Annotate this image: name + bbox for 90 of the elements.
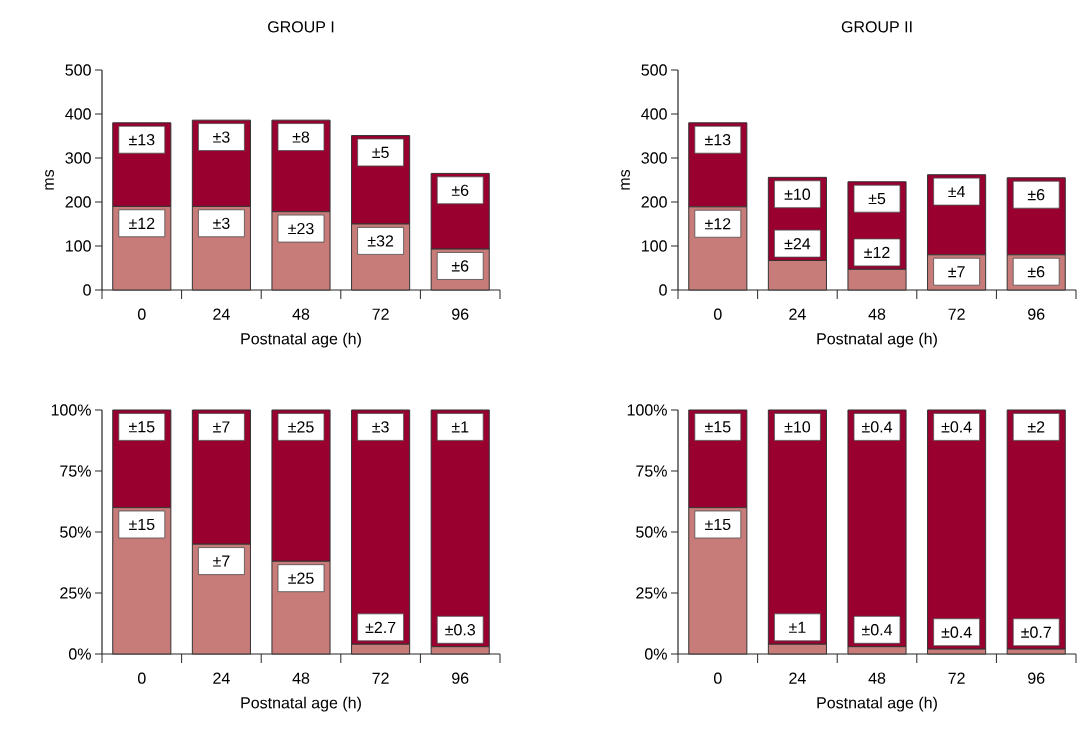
x-axis-title: Postnatal age (h) [241,332,361,348]
x-tick-label: 24 [789,672,806,684]
y-tick-label: 50% [636,526,667,538]
x-tick-label: 48 [868,308,886,320]
annotation: ±13 [705,134,731,146]
annotation: ±2 [1027,421,1045,433]
x-tick-label: 0 [713,308,722,320]
annotation: ±24 [784,238,811,250]
annotation: ±25 [288,421,314,433]
x-axis-title: Postnatal age (h) [817,696,937,712]
annotation: ±10 [784,188,811,200]
y-tick-label: 0 [83,284,91,296]
annotation: ±15 [705,421,731,433]
annotation: ±1 [451,421,469,433]
y-tick-label: 50% [60,526,91,538]
annotation: ±4 [948,186,965,198]
x-tick-label: 0 [137,672,146,684]
annotation: ±0.4 [862,624,893,636]
y-tick-label: 400 [65,108,91,120]
x-tick-label: 96 [1028,308,1045,320]
y-tick-label: 200 [65,196,91,208]
x-tick-label: 72 [948,672,965,684]
y-tick-label: 500 [641,64,667,76]
annotation: ±32 [367,235,394,247]
x-tick-label: 96 [452,672,469,684]
annotation: ±5 [868,193,886,205]
annotation: ±12 [705,218,731,230]
y-axis-title: ms [45,169,54,190]
y-tick-label: 500 [65,64,91,76]
annotation: ±15 [705,518,731,531]
y-tick-label: 200 [641,196,667,208]
annotation: ±6 [1027,266,1045,278]
annotation: ±12 [864,246,890,258]
annotation: ±2.7 [365,621,396,633]
annotation: ±1 [789,621,806,633]
annotation: ±3 [213,217,230,229]
y-tick-label: 75% [636,465,667,477]
annotation: ±0.7 [1021,626,1051,638]
annotation: ±0.4 [941,421,972,433]
y-tick-label: 100% [51,404,91,416]
chart-title: GROUP I [268,21,334,33]
annotation: ±0.4 [941,626,972,638]
x-tick-label: 96 [1028,672,1045,684]
annotation: ±15 [129,421,155,433]
annotation: ±10 [784,421,811,433]
y-tick-label: 25% [636,587,667,599]
x-tick-label: 48 [292,672,310,684]
x-tick-label: 0 [713,672,722,684]
chart-title: GROUP II [841,21,912,33]
x-tick-label: 72 [372,308,389,320]
annotation: ±7 [213,555,230,567]
annotation: ±3 [213,131,230,143]
x-tick-label: 0 [137,308,146,320]
y-tick-label: 75% [60,465,91,477]
y-tick-label: 400 [641,108,667,120]
annotation: ±13 [129,134,155,146]
y-tick-label: 300 [641,152,667,164]
y-tick-label: 100 [66,240,91,252]
y-tick-label: 300 [65,152,91,164]
annotation: ±3 [372,421,389,433]
y-tick-label: 100% [627,404,667,416]
x-tick-label: 48 [868,672,886,684]
annotation: ±0.4 [862,421,893,433]
annotation: ±0.3 [445,624,476,636]
annotation: ±25 [288,572,314,584]
annotation: ±6 [451,184,469,196]
y-tick-label: 25% [60,587,91,599]
x-tick-label: 48 [292,308,310,320]
y-tick-label: 0% [644,648,667,660]
x-tick-label: 24 [213,672,230,684]
annotation: ±15 [129,518,155,531]
x-tick-label: 72 [948,308,965,320]
x-tick-label: 24 [789,308,806,320]
annotation: ±6 [451,260,469,272]
y-axis-title: ms [621,169,630,190]
y-tick-label: 0% [68,648,91,660]
y-tick-label: 0 [659,284,667,296]
x-tick-label: 24 [213,308,230,320]
x-axis-title: Postnatal age (h) [241,696,361,712]
annotation: ±12 [129,217,155,229]
x-axis-title: Postnatal age (h) [817,332,937,348]
annotation: ±8 [292,131,310,143]
annotation: ±23 [288,222,314,235]
annotation: ±5 [372,146,389,159]
annotation: ±7 [948,266,965,278]
annotation: ±7 [213,421,230,433]
x-tick-label: 72 [372,672,389,684]
x-tick-label: 96 [452,308,469,320]
y-tick-label: 100 [642,240,667,252]
annotation: ±6 [1027,189,1045,201]
